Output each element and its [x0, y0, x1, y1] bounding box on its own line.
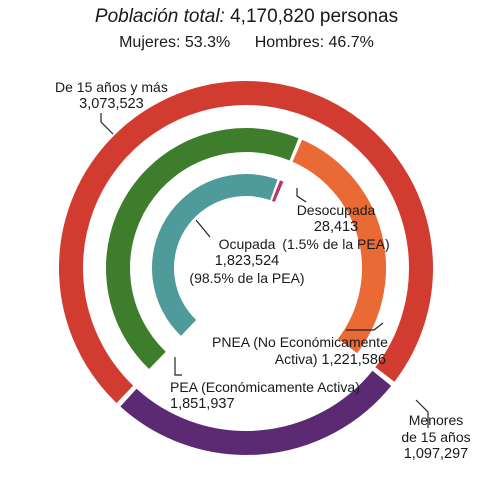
- women-share: Mujeres: 53.3%: [119, 34, 231, 51]
- label-minors-line2: de 15 años: [401, 429, 471, 445]
- label-ocupada-name: Ocupada: [218, 236, 276, 252]
- inner-ring-segment-1: [271, 180, 284, 202]
- label-pnea-line1: PNEA (No Económicamente: [212, 334, 388, 350]
- leader-minors: [415, 399, 429, 428]
- label-desocupada-share: (1.5% de la PEA): [282, 236, 390, 252]
- label-pea: PEA (Económicamente Activa) 1,851,937: [170, 379, 360, 413]
- title-value: 4,170,820 personas: [230, 6, 399, 27]
- label-adults-name: De 15 años y más: [55, 79, 168, 95]
- label-pea-value: 1,851,937: [170, 396, 235, 412]
- middle-ring-segment-1: [292, 139, 386, 354]
- title-label: Población total:: [94, 6, 225, 27]
- label-desocupada-name: Desocupada: [296, 202, 376, 218]
- label-adults-value: 3,073,523: [79, 96, 144, 112]
- leader-ocupada: [195, 219, 211, 238]
- label-pnea-line2: Activa): [274, 351, 318, 367]
- label-desocupada: Desocupada 28,413 (1.5% de la PEA): [282, 202, 390, 253]
- label-pnea: PNEA (No Económicamente Activa) 1,221,58…: [212, 334, 388, 369]
- chart-title: Población total: 4,170,820 personas: [0, 6, 493, 28]
- label-pnea-value: 1,221,586: [321, 352, 386, 368]
- leader-adults: [100, 113, 114, 135]
- outer-ring-segment-0: [59, 81, 433, 403]
- label-ocupada-share: (98.5% de la PEA): [189, 270, 305, 286]
- label-minors-line1: Menores: [408, 412, 464, 428]
- label-adults: De 15 años y más 3,073,523: [55, 79, 168, 113]
- label-desocupada-value: 28,413: [313, 219, 359, 235]
- label-pea-name: PEA (Económicamente Activa): [170, 379, 360, 395]
- chart-subtitle: Mujeres: 53.3% Hombres: 46.7%: [0, 34, 493, 52]
- label-ocupada: Ocupada 1,823,524 (98.5% de la PEA): [186, 236, 308, 287]
- outer-ring-segment-1: [120, 370, 392, 455]
- label-minors-value: 1,097,297: [403, 446, 469, 462]
- label-minors: Menores de 15 años 1,097,297: [396, 412, 476, 463]
- inner-ring-segment-0: [152, 174, 278, 336]
- men-share: Hombres: 46.7%: [254, 34, 374, 51]
- label-ocupada-value: 1,823,524: [214, 253, 280, 269]
- middle-ring-segment-0: [106, 128, 299, 370]
- leader-pea: [174, 357, 182, 376]
- leader-pnea: [346, 322, 384, 331]
- leader-desocupada: [296, 188, 307, 203]
